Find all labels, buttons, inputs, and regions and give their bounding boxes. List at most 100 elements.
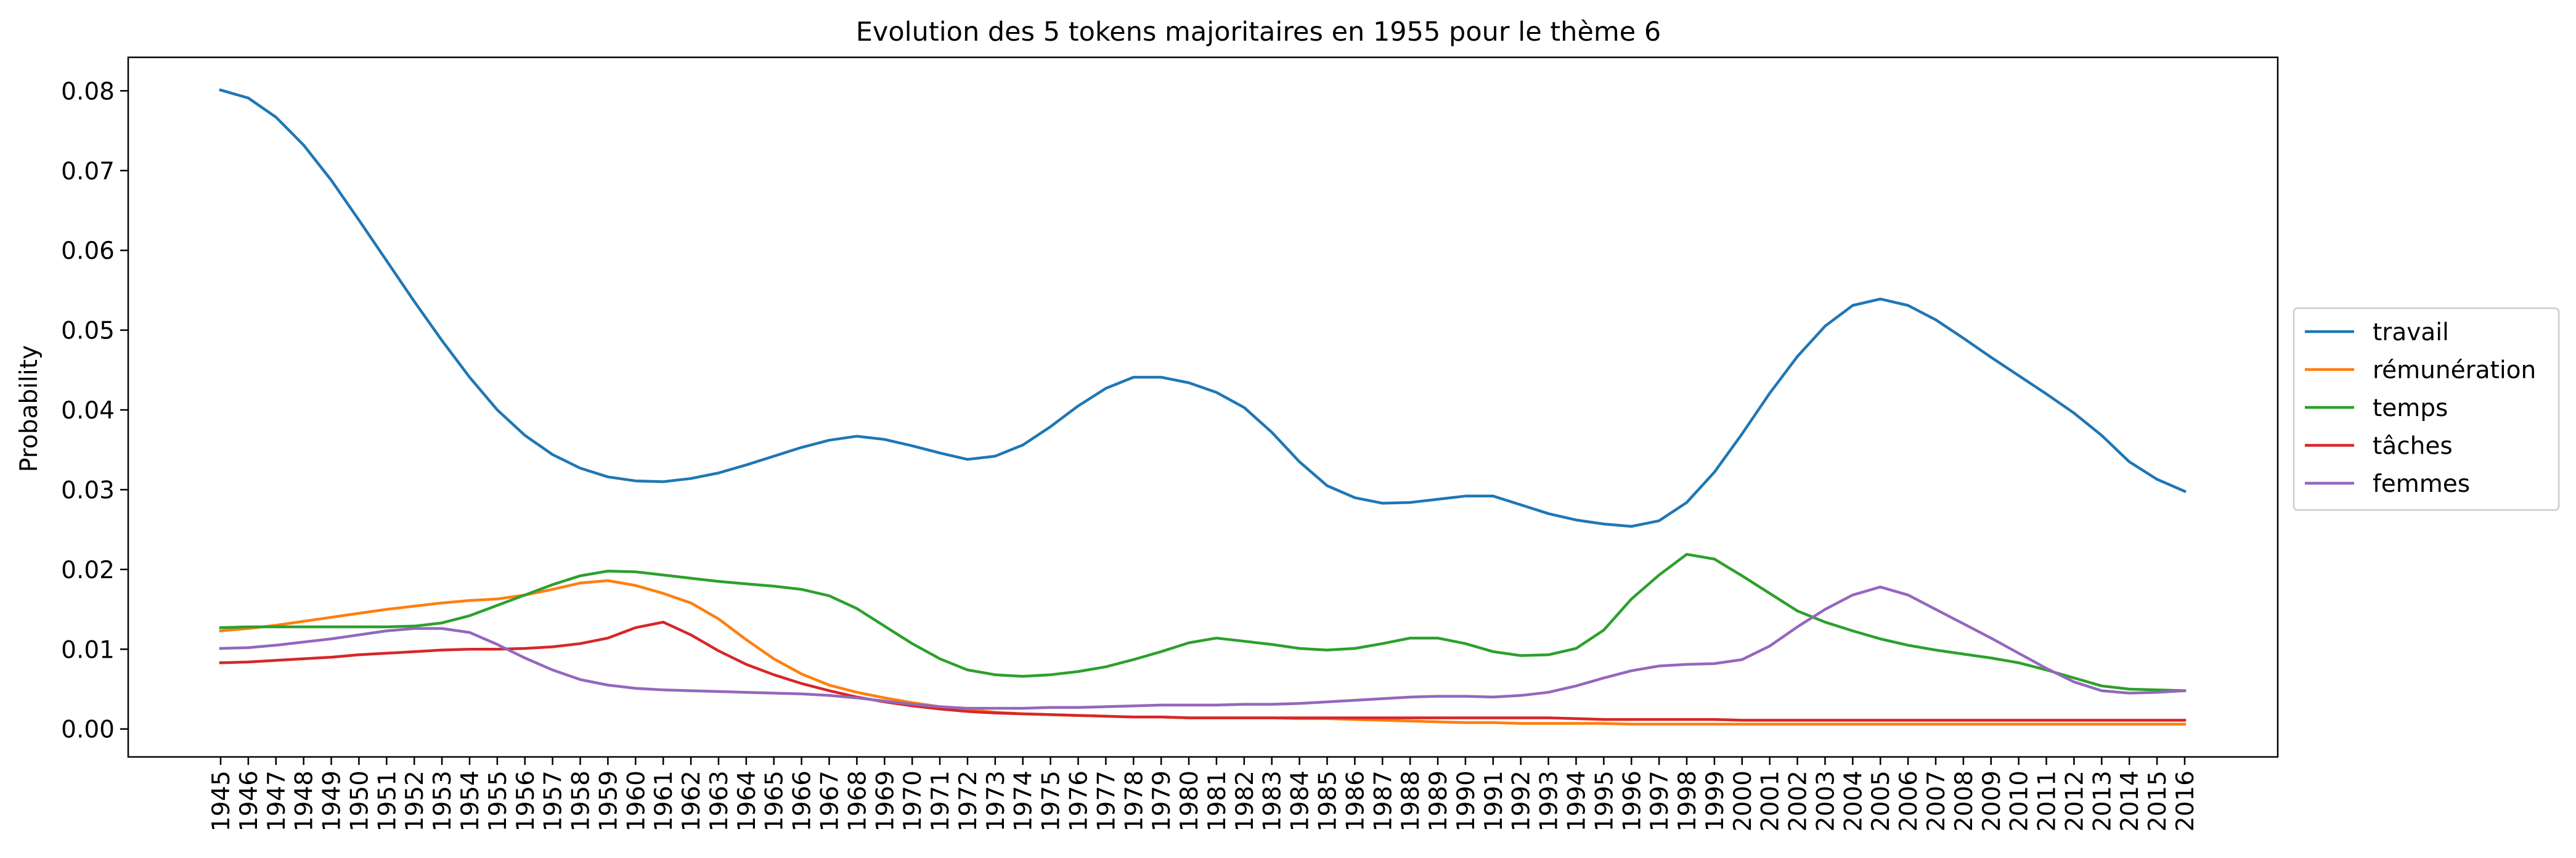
x-tick-label: 2001 bbox=[1757, 770, 1785, 831]
x-tick-label: 2014 bbox=[2116, 770, 2144, 831]
legend-label: rémunération bbox=[2373, 357, 2536, 385]
y-tick-label: 0.00 bbox=[61, 716, 115, 744]
x-tick-label: 2016 bbox=[2172, 770, 2199, 831]
y-tick-label: 0.07 bbox=[61, 158, 115, 186]
x-tick-label: 1953 bbox=[429, 770, 457, 831]
chart-title: Evolution des 5 tokens majoritaires en 1… bbox=[856, 17, 1661, 47]
x-tick-label: 1980 bbox=[1176, 770, 1204, 831]
x-tick-label: 2003 bbox=[1812, 770, 1840, 831]
x-tick-label: 1972 bbox=[955, 770, 982, 831]
x-tick-label: 1999 bbox=[1702, 770, 1729, 831]
x-tick-label: 1956 bbox=[512, 770, 540, 831]
series-lines bbox=[219, 88, 2187, 726]
x-tick-label: 2000 bbox=[1729, 770, 1757, 831]
series-line-4 bbox=[219, 586, 2187, 710]
x-tick-label: 1954 bbox=[457, 770, 484, 831]
x-tick-label: 1995 bbox=[1591, 770, 1618, 831]
x-tick-label: 1950 bbox=[346, 770, 373, 831]
x-tick-label: 1968 bbox=[844, 770, 871, 831]
y-tick-label: 0.06 bbox=[61, 237, 115, 265]
x-tick-label: 1949 bbox=[319, 770, 346, 831]
x-tick-label: 1993 bbox=[1536, 770, 1563, 831]
legend-box bbox=[2293, 307, 2560, 511]
x-tick-label: 1963 bbox=[706, 770, 733, 831]
x-tick-label: 2004 bbox=[1840, 770, 1867, 831]
x-tick-label: 1971 bbox=[927, 770, 955, 831]
x-tick-label: 1978 bbox=[1120, 770, 1148, 831]
y-tick-label: 0.02 bbox=[61, 557, 115, 584]
x-tick-label: 1967 bbox=[817, 770, 844, 831]
x-tick-label: 1960 bbox=[622, 770, 650, 831]
x-tick-label: 1973 bbox=[982, 770, 1010, 831]
x-tick-label: 2008 bbox=[1950, 770, 1978, 831]
y-tick-label: 0.01 bbox=[61, 636, 115, 664]
x-tick-label: 1987 bbox=[1369, 770, 1397, 831]
x-tick-label: 1989 bbox=[1425, 770, 1453, 831]
x-tick-label: 2015 bbox=[2144, 770, 2172, 831]
x-tick-label: 1994 bbox=[1563, 770, 1591, 831]
x-tick-label: 2002 bbox=[1785, 770, 1812, 831]
x-tick-label: 1992 bbox=[1508, 770, 1536, 831]
x-tick-label: 1946 bbox=[235, 770, 263, 831]
plot-frame bbox=[127, 56, 2279, 758]
x-tick-label: 1951 bbox=[373, 770, 401, 831]
x-tick-label: 1997 bbox=[1646, 770, 1674, 831]
x-tick-label: 1955 bbox=[484, 770, 512, 831]
x-tick-label: 1959 bbox=[595, 770, 622, 831]
x-tick-label: 1975 bbox=[1038, 770, 1066, 831]
x-tick-label: 1965 bbox=[761, 770, 789, 831]
x-tick-label: 2012 bbox=[2061, 770, 2089, 831]
y-tick-label: 0.08 bbox=[61, 78, 115, 105]
x-tick-label: 2011 bbox=[2034, 770, 2061, 831]
x-tick-label: 1979 bbox=[1148, 770, 1176, 831]
plot-area bbox=[127, 56, 2279, 758]
series-line-2 bbox=[219, 553, 2187, 692]
x-tick-label: 1986 bbox=[1342, 770, 1369, 831]
series-line-3 bbox=[219, 621, 2187, 722]
y-axis: 0.00 0.01 0.02 0.03 0.04 0.05 0.06 0.07 0.08 bbox=[61, 78, 128, 744]
x-axis: 1945 1946 1947 1948 1949 1950 1951 1952 1953 1954… bbox=[208, 757, 2199, 831]
y-tick-label: 0.05 bbox=[61, 317, 115, 345]
x-tick-label: 2005 bbox=[1867, 770, 1895, 831]
x-tick-label: 2010 bbox=[2006, 770, 2034, 831]
x-tick-label: 1957 bbox=[540, 770, 568, 831]
legend-label: femmes bbox=[2373, 470, 2470, 498]
x-tick-label: 1945 bbox=[208, 770, 235, 831]
legend-label: temps bbox=[2373, 394, 2448, 422]
x-tick-label: 1970 bbox=[899, 770, 927, 831]
x-tick-label: 1952 bbox=[401, 770, 429, 831]
x-tick-label: 1964 bbox=[733, 770, 761, 831]
x-tick-label: 2006 bbox=[1895, 770, 1923, 831]
x-tick-label: 1961 bbox=[650, 770, 678, 831]
x-tick-label: 1974 bbox=[1010, 770, 1038, 831]
x-tick-label: 1983 bbox=[1259, 770, 1287, 831]
x-tick-label: 2013 bbox=[2089, 770, 2116, 831]
x-tick-label: 1991 bbox=[1480, 770, 1508, 831]
x-tick-label: 1998 bbox=[1674, 770, 1702, 831]
x-tick-label: 1969 bbox=[871, 770, 899, 831]
x-tick-label: 2009 bbox=[1978, 770, 2006, 831]
x-tick-label: 2007 bbox=[1923, 770, 1950, 831]
x-tick-label: 1977 bbox=[1093, 770, 1120, 831]
y-axis-label: Probability bbox=[15, 345, 43, 472]
legend-label: travail bbox=[2373, 319, 2449, 346]
x-tick-label: 1984 bbox=[1287, 770, 1314, 831]
series-line-0 bbox=[219, 88, 2187, 528]
y-tick-label: 0.03 bbox=[61, 476, 115, 504]
x-tick-label: 1962 bbox=[678, 770, 706, 831]
y-tick-label: 0.04 bbox=[61, 397, 115, 425]
x-tick-label: 1982 bbox=[1231, 770, 1259, 831]
x-tick-label: 1976 bbox=[1066, 770, 1093, 831]
x-tick-label: 1981 bbox=[1204, 770, 1231, 831]
x-tick-label: 1988 bbox=[1397, 770, 1425, 831]
x-tick-label: 1990 bbox=[1453, 770, 1480, 831]
x-tick-label: 1947 bbox=[263, 770, 291, 831]
x-tick-label: 1966 bbox=[789, 770, 817, 831]
x-tick-label: 1958 bbox=[568, 770, 595, 831]
x-tick-label: 1985 bbox=[1314, 770, 1342, 831]
x-tick-label: 1996 bbox=[1618, 770, 1646, 831]
legend: travail rémunération temps tâches femmes bbox=[2293, 307, 2560, 511]
legend-label: tâches bbox=[2373, 433, 2453, 460]
